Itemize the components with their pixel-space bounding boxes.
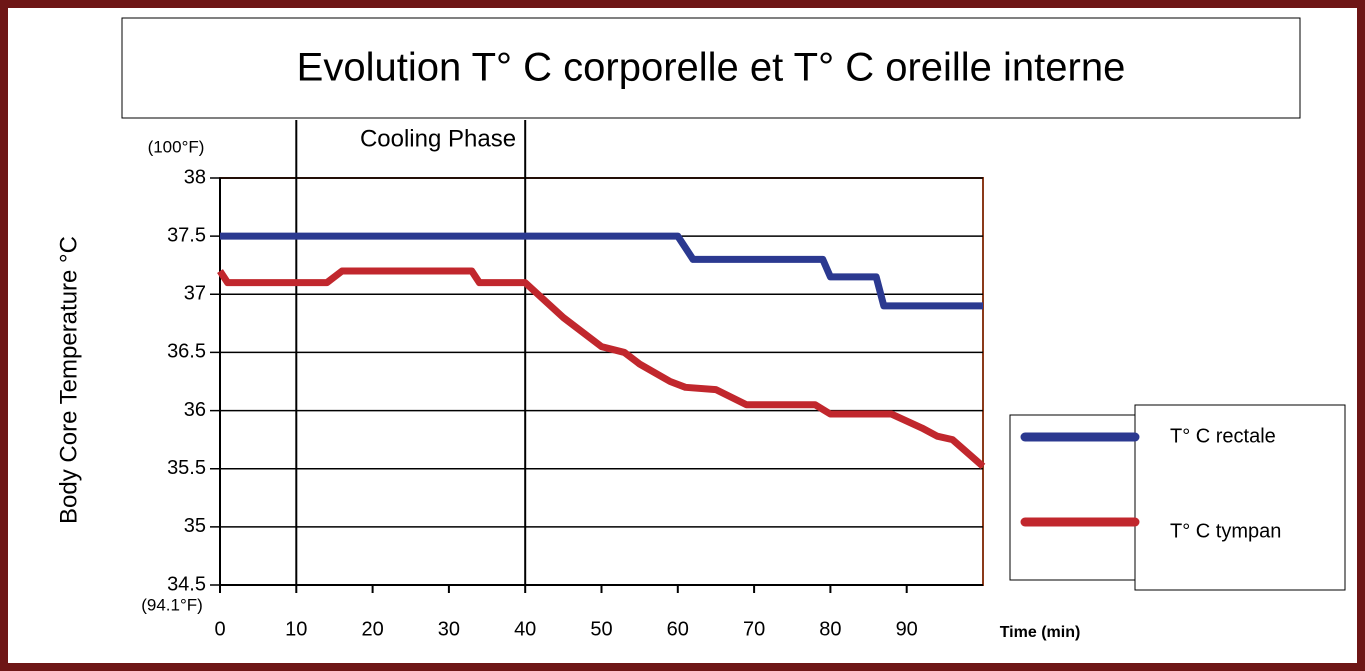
y-tick-label: 37.5 [167,224,206,246]
y-tick-label: 38 [184,166,206,188]
x-tick-label: 90 [896,618,918,640]
y-top-note: (100°F) [148,137,205,156]
x-tick-label: 80 [819,618,841,640]
y-tick-label: 37 [184,283,206,305]
x-tick-label: 10 [285,618,307,640]
x-tick-label: 0 [214,618,225,640]
x-axis-label: Time (min) [1000,624,1081,641]
x-tick-label: 50 [590,618,612,640]
title-box [121,17,1301,119]
y-bottom-note: (94.1°F) [141,595,203,614]
y-tick-label: 35 [184,515,206,537]
legend-label: T° C tympan [1170,520,1281,542]
y-tick-label: 34.5 [167,573,206,595]
series-line [220,232,983,310]
x-tick-label: 60 [667,618,689,640]
series-line [217,267,986,470]
x-tick-label: 30 [438,618,460,640]
x-tick-label: 70 [743,618,765,640]
y-tick-label: 36.5 [167,341,206,363]
y-axis-label: Body Core Temperature °C [55,236,82,524]
x-tick-label: 40 [514,618,536,640]
y-tick-label: 35.5 [167,457,206,479]
legend-text-box [1134,404,1346,591]
annotation: Cooling Phase [360,125,516,152]
chart-title: Evolution T° C corporelle et T° C oreill… [297,46,1126,90]
legend-label: T° C rectale [1170,425,1276,447]
x-tick-label: 20 [361,618,383,640]
y-tick-label: 36 [184,399,206,421]
